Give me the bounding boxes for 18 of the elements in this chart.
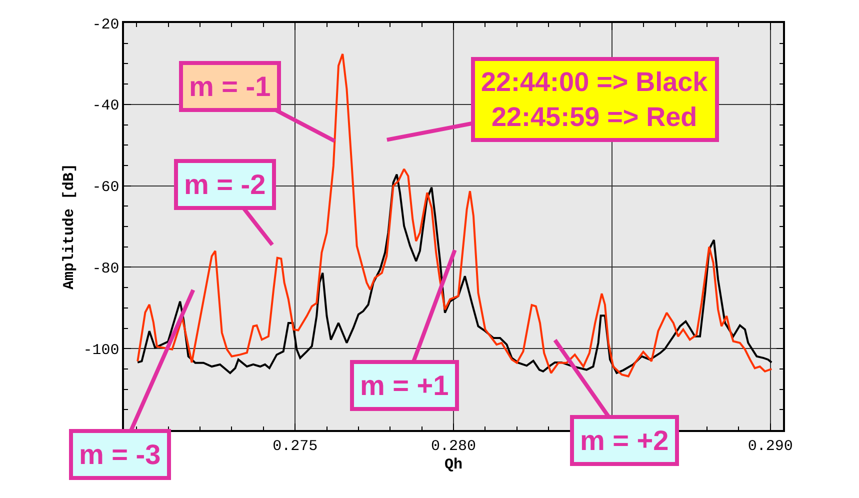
x-axis-title: Qh [444, 456, 463, 474]
x-tick-label: 0.290 [748, 438, 793, 455]
annotation: m = +2 [580, 425, 669, 456]
y-tick-label: -60 [92, 179, 120, 196]
text: m = -3 [79, 439, 161, 470]
y-tick-label: -20 [92, 16, 120, 34]
annotation: m = -1 [189, 71, 271, 102]
x-tick-label: 0.275 [272, 438, 318, 455]
y-tick-label: -40 [92, 98, 120, 115]
y-tick-label: -100 [83, 342, 120, 359]
y-tick-label: -80 [92, 260, 120, 278]
annotation: m = -2 [184, 169, 266, 200]
annotation: 22:44:00 => Black 22:45:59 => Red [481, 67, 709, 132]
y-axis-title: Amplitude [dB] [60, 163, 78, 290]
line-series [136, 52, 773, 378]
x-tick-label: 0.280 [430, 438, 476, 455]
line-series [136, 173, 773, 374]
annotation: m = +1 [360, 370, 449, 401]
